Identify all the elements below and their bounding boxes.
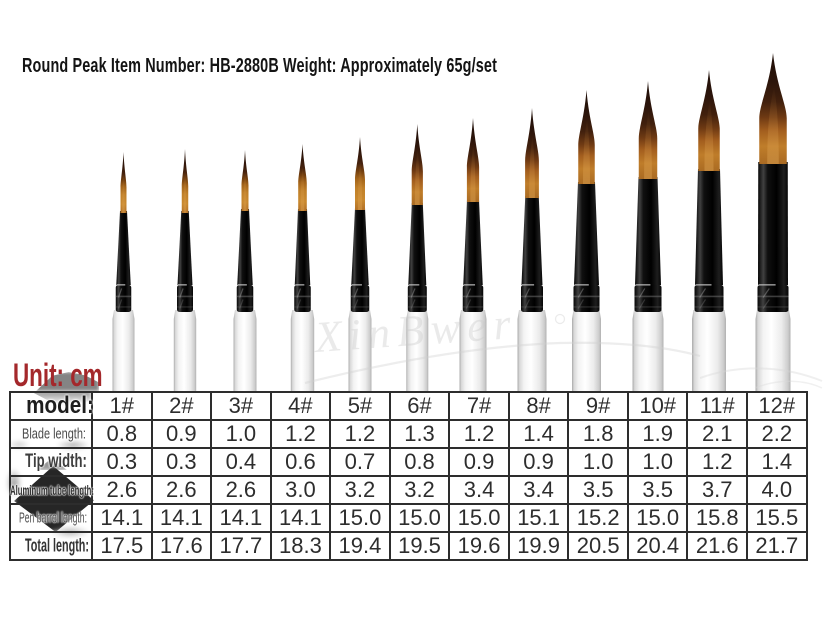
svg-text:XinBwer: XinBwer <box>311 299 519 362</box>
